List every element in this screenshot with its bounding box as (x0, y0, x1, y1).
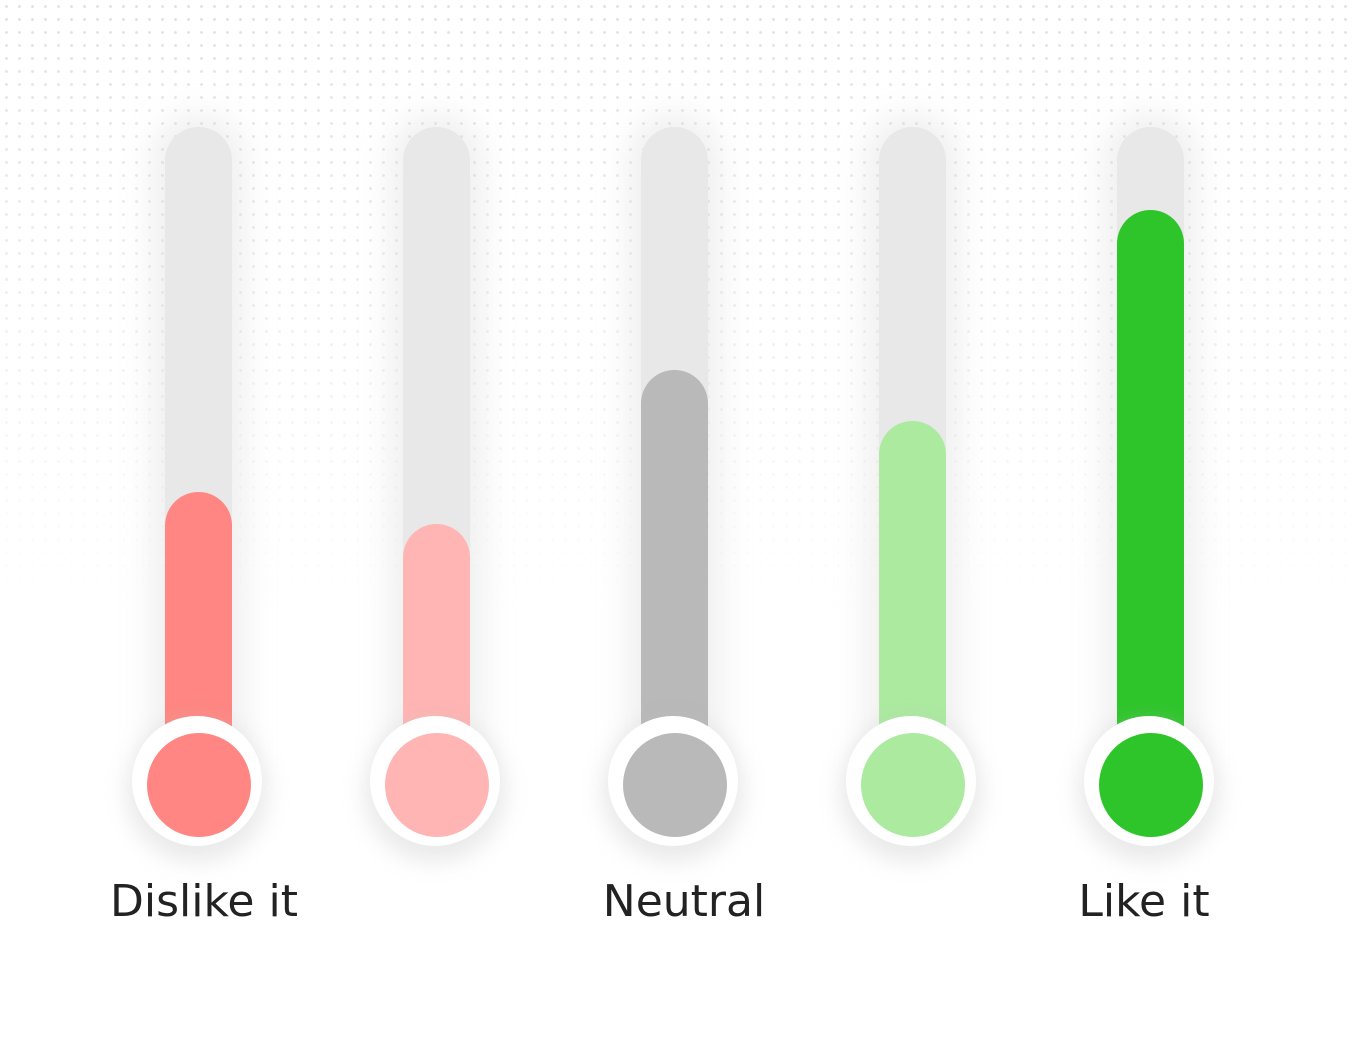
rating-thermometer-neutral[interactable] (594, 0, 754, 860)
thermometer-bulb (147, 733, 251, 837)
rating-thermometer-strong-dislike[interactable] (118, 0, 278, 860)
label-neutral: Neutral (602, 876, 766, 927)
thermometer-bulb (623, 733, 727, 837)
thermometer-tube (879, 127, 946, 767)
thermometer-tube (403, 127, 470, 767)
thermometer-fill (641, 370, 708, 767)
label-dislike-it: Dislike it (110, 876, 298, 927)
thermometer-tube (1117, 127, 1184, 767)
thermometer-tube (641, 127, 708, 767)
rating-thermometer-dislike[interactable] (356, 0, 516, 860)
thermometer-fill (1117, 210, 1184, 767)
thermometer-fill (879, 421, 946, 767)
label-like-it: Like it (1078, 876, 1210, 927)
thermometer-bulb (1099, 733, 1203, 837)
rating-thermometer-strong-like[interactable] (1070, 0, 1230, 860)
thermometer-bulb (385, 733, 489, 837)
rating-thermometer-like[interactable] (832, 0, 992, 860)
thermometer-bulb (861, 733, 965, 837)
thermometer-tube (165, 127, 232, 767)
